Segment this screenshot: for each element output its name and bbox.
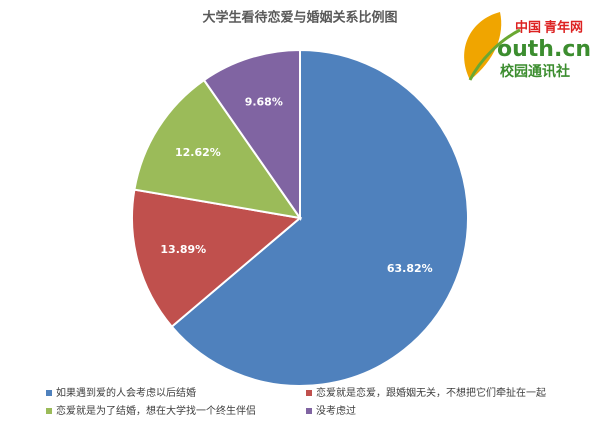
legend-swatch [46,408,52,414]
pie-slice [202,48,301,222]
data-label: 13.89% [160,243,206,256]
legend-label: 恋爱就是为了结婚，想在大学找一个终生伴侣 [56,404,256,417]
data-label: 12.62% [175,146,221,159]
legend-swatch [46,390,52,396]
legend-swatch [306,390,312,396]
data-label: 63.82% [387,262,433,275]
logo-sub: 校园通讯社 [500,63,570,80]
legend-label: 如果遇到爱的人会考虑以后结婚 [56,386,196,399]
logo: 中国 青年网 outh.cn 校园通讯社 [464,12,591,81]
pie-slice [170,48,469,387]
pie-slice [133,78,303,220]
legend-label: 没考虑过 [316,404,356,417]
legend-swatch [306,408,312,414]
legend-label: 恋爱就是恋爱，跟婚姻无关，不想把它们牵扯在一起 [316,386,546,399]
logo-leaf [464,12,502,80]
logo-stem [468,28,521,81]
chart-title: 大学生看待恋爱与婚姻关系比例图 [202,10,397,26]
pie-slice [131,188,303,329]
data-label: 9.68% [245,96,283,109]
logo-name: 青年网 [544,20,583,36]
logo-brand: 中国 [515,20,541,36]
logo-site: outh.cn [497,37,591,62]
